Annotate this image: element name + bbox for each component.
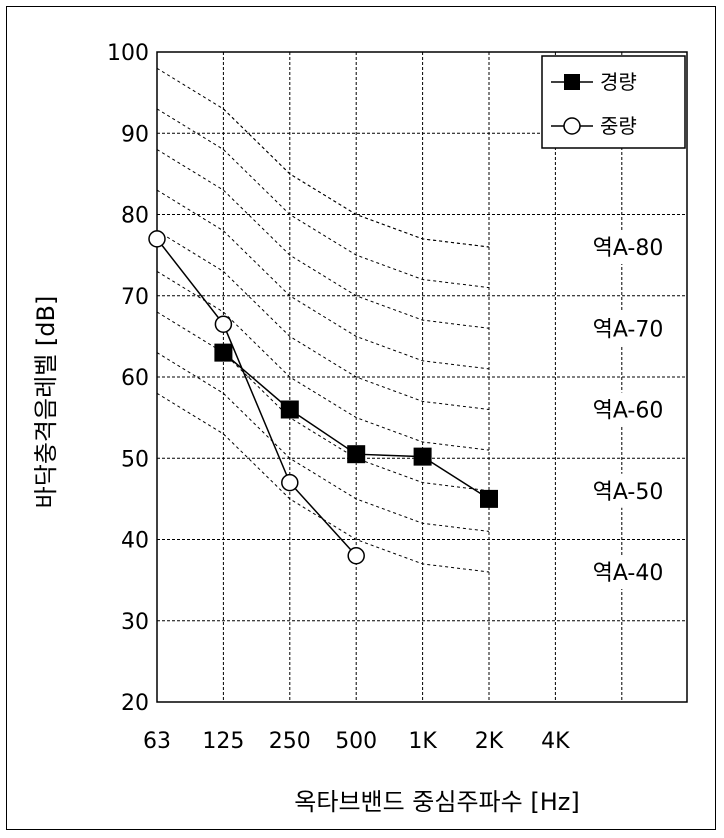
reference-curve-intermediate	[156, 108, 490, 289]
series-line-1	[156, 238, 357, 557]
y-tick-label: 30	[121, 610, 149, 635]
data-point-square	[480, 489, 498, 508]
reference-curves	[156, 67, 490, 573]
reference-curve-intermediate	[156, 189, 490, 370]
y-tick-label: 40	[121, 529, 149, 554]
reference-curve-label: 역A-70	[593, 317, 664, 342]
x-tick-label: 2K	[475, 729, 504, 754]
reference-curve-intermediate	[156, 270, 490, 451]
reference-label-bg	[575, 473, 680, 508]
data-point-square	[214, 343, 233, 362]
y-tick-label: 80	[121, 204, 149, 229]
y-tick-label: 60	[121, 366, 149, 391]
plot-area-border	[156, 51, 688, 703]
reference-curve	[156, 149, 490, 329]
legend-marker-series-1	[563, 117, 581, 135]
data-point-square	[280, 400, 299, 419]
legend-label-series-0: 경량	[600, 70, 637, 94]
data-point-square	[347, 445, 366, 464]
data-point-square	[413, 447, 432, 466]
data-point-circle	[347, 547, 365, 565]
chart-frame	[6, 6, 716, 830]
reference-label-bg	[575, 230, 680, 264]
legend-label-series-1: 중량	[600, 114, 637, 138]
x-axis-label: 옥타브밴드 중심주파수 [Hz]	[294, 788, 579, 816]
reference-curve	[156, 230, 490, 410]
reference-curve-intermediate	[223, 108, 490, 248]
reference-curve-labels: 역A-80 역A-70 역A-60 역A-50 역A-40	[575, 230, 680, 589]
y-tick-label: 20	[121, 691, 149, 716]
grid-lines	[157, 52, 687, 702]
reference-label-bg	[575, 555, 680, 589]
reference-curve-intermediate	[156, 352, 490, 532]
y-tick-labels: 20 30 40 50 60 70 80 90 100	[107, 41, 149, 716]
reference-curve-label: 역A-40	[593, 561, 664, 586]
reference-curve	[156, 392, 490, 573]
data-point-circle	[148, 230, 166, 248]
reference-label-bg	[575, 311, 680, 346]
reference-curve-label: 역A-60	[593, 399, 664, 424]
reference-curve	[156, 67, 490, 248]
x-tick-label: 500	[335, 729, 377, 754]
reference-curve	[156, 311, 490, 492]
y-tick-label: 50	[121, 447, 149, 472]
x-tick-label: 125	[202, 729, 244, 754]
x-tick-label: 4K	[541, 729, 570, 754]
data-point-circle	[281, 473, 299, 492]
x-tick-labels: 63 125 250 500 1K 2K 4K	[143, 729, 570, 754]
reference-curve-label: 역A-50	[593, 480, 664, 505]
y-axis-label: 바닥충격음레벨 [dB]	[32, 296, 60, 509]
legend-box	[541, 55, 686, 149]
y-tick-label: 70	[121, 285, 149, 310]
x-tick-label: 250	[269, 729, 311, 754]
data-series	[148, 230, 498, 565]
reference-label-bg	[575, 392, 680, 427]
reference-curve-label: 역A-80	[593, 236, 664, 261]
y-tick-label: 100	[107, 41, 149, 66]
y-tick-label: 90	[121, 122, 149, 147]
data-point-circle	[214, 315, 233, 333]
legend: 경량 중량	[541, 55, 686, 149]
legend-marker-series-0	[564, 74, 580, 90]
x-tick-label: 63	[143, 729, 171, 754]
x-tick-label: 1K	[408, 729, 437, 754]
